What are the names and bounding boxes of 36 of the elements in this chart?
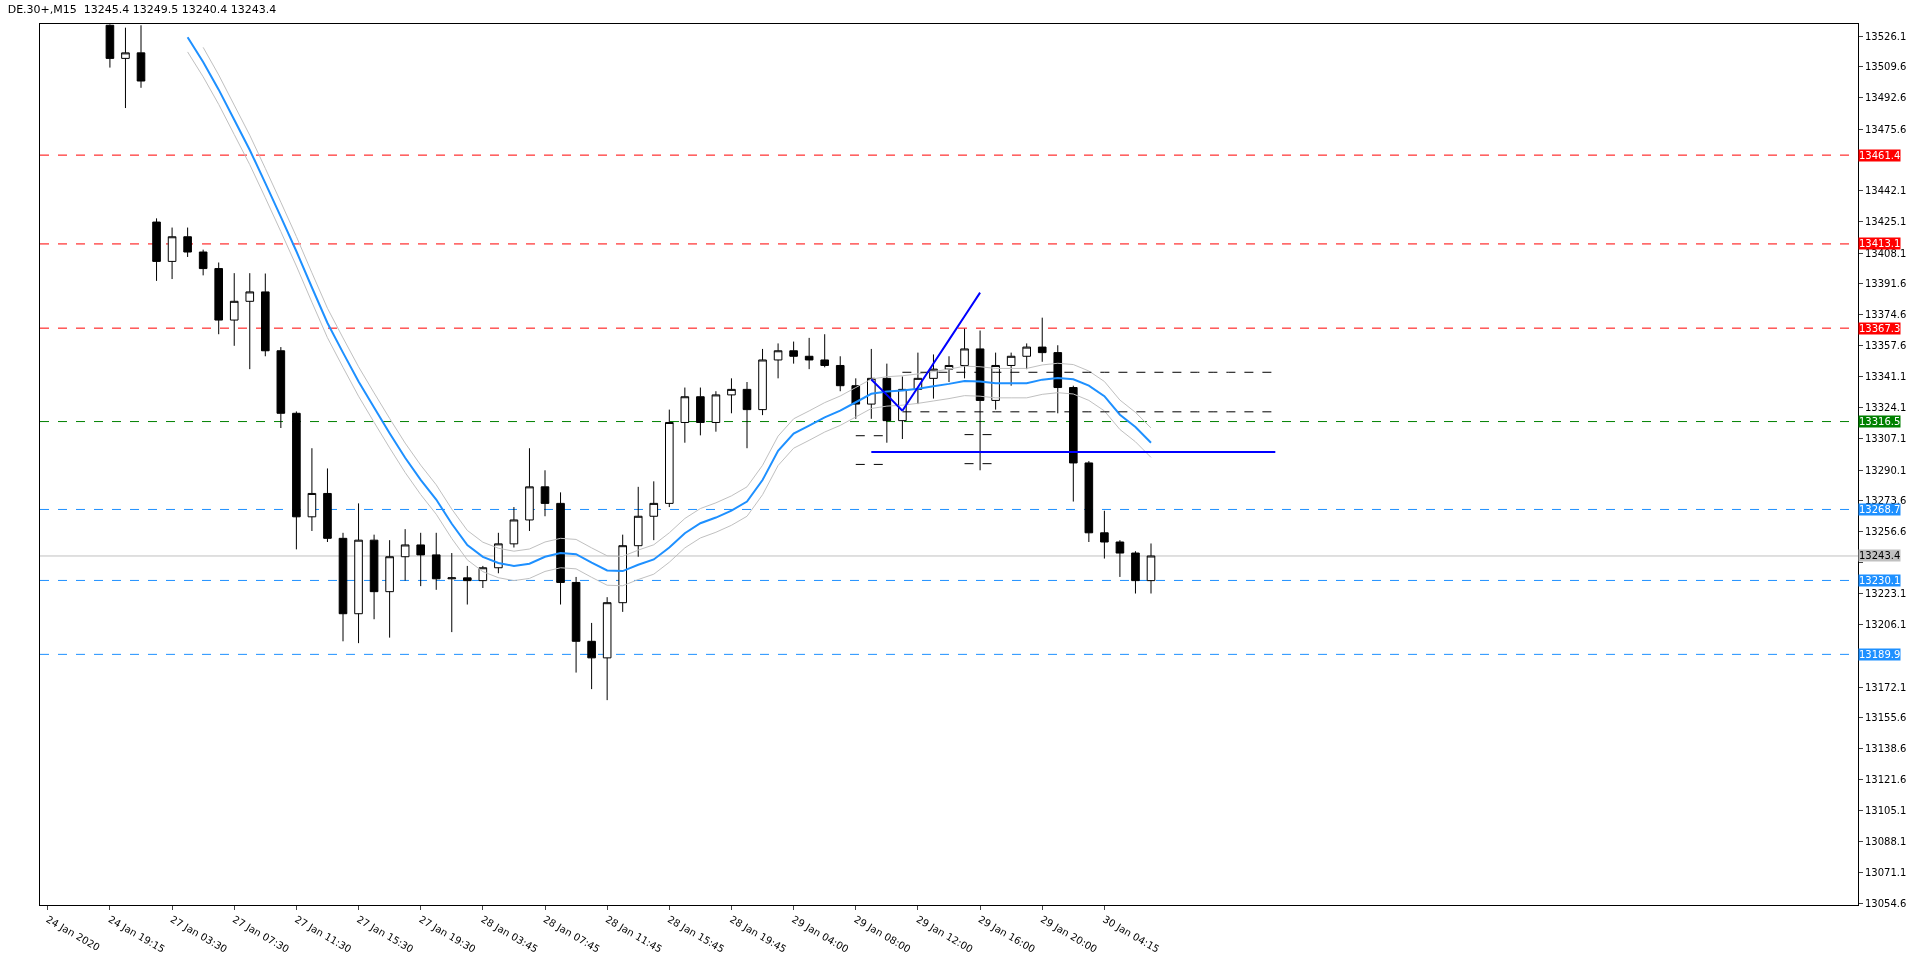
y-tick-label: 13341.1 [1865,370,1907,382]
y-tick-label: 13155.6 [1865,711,1907,723]
y-tick-label: 13223.1 [1865,587,1907,599]
ref-line-label: 13367.3 [1859,323,1901,334]
y-tick-label: 13138.6 [1865,743,1907,755]
x-tick-label: 24 Jan 2020 [44,913,102,954]
ref-line-label: 13316.5 [1859,416,1901,427]
y-tick-label: 13357.6 [1865,340,1907,352]
y-tick-label: 13273.6 [1865,494,1907,506]
y-tick-label: 13256.6 [1865,526,1907,538]
y-tick-label: 13290.1 [1865,464,1907,476]
ref-line-label: 13243.4 [1859,550,1901,561]
y-tick-label: 13071.1 [1865,867,1907,879]
y-tick-label: 13408.1 [1865,247,1907,259]
y-tick-label: 13105.1 [1865,804,1907,816]
ref-line-label: 13268.7 [1859,504,1901,515]
y-tick-label: 13307.1 [1865,433,1907,445]
y-tick-label: 13442.1 [1865,185,1907,197]
ref-line-label: 13461.4 [1859,150,1901,161]
y-tick-label: 13088.1 [1865,836,1907,848]
y-tick-label: 13324.1 [1865,402,1907,414]
ref-line-label: 13230.1 [1859,575,1901,586]
y-tick-label: 13172.1 [1865,681,1907,693]
y-tick-label: 13391.6 [1865,277,1907,289]
y-tick-label: 13509.6 [1865,60,1907,72]
y-tick-label: 13526.1 [1865,30,1907,42]
y-tick-label: 13206.1 [1865,619,1907,631]
y-tick-label: 13121.6 [1865,774,1907,786]
ref-line-label: 13189.9 [1859,649,1901,660]
y-tick-label: 13475.6 [1865,123,1907,135]
y-tick-label: 13492.6 [1865,92,1907,104]
chart-title: DE.30+,M15 13245.4 13249.5 13240.4 13243.4 [7,2,277,16]
y-tick-label: 13374.6 [1865,309,1907,321]
y-tick-label: 13054.6 [1865,897,1907,909]
y-tick-label: 13425.1 [1865,216,1907,228]
ref-line-label: 13413.1 [1859,238,1901,249]
